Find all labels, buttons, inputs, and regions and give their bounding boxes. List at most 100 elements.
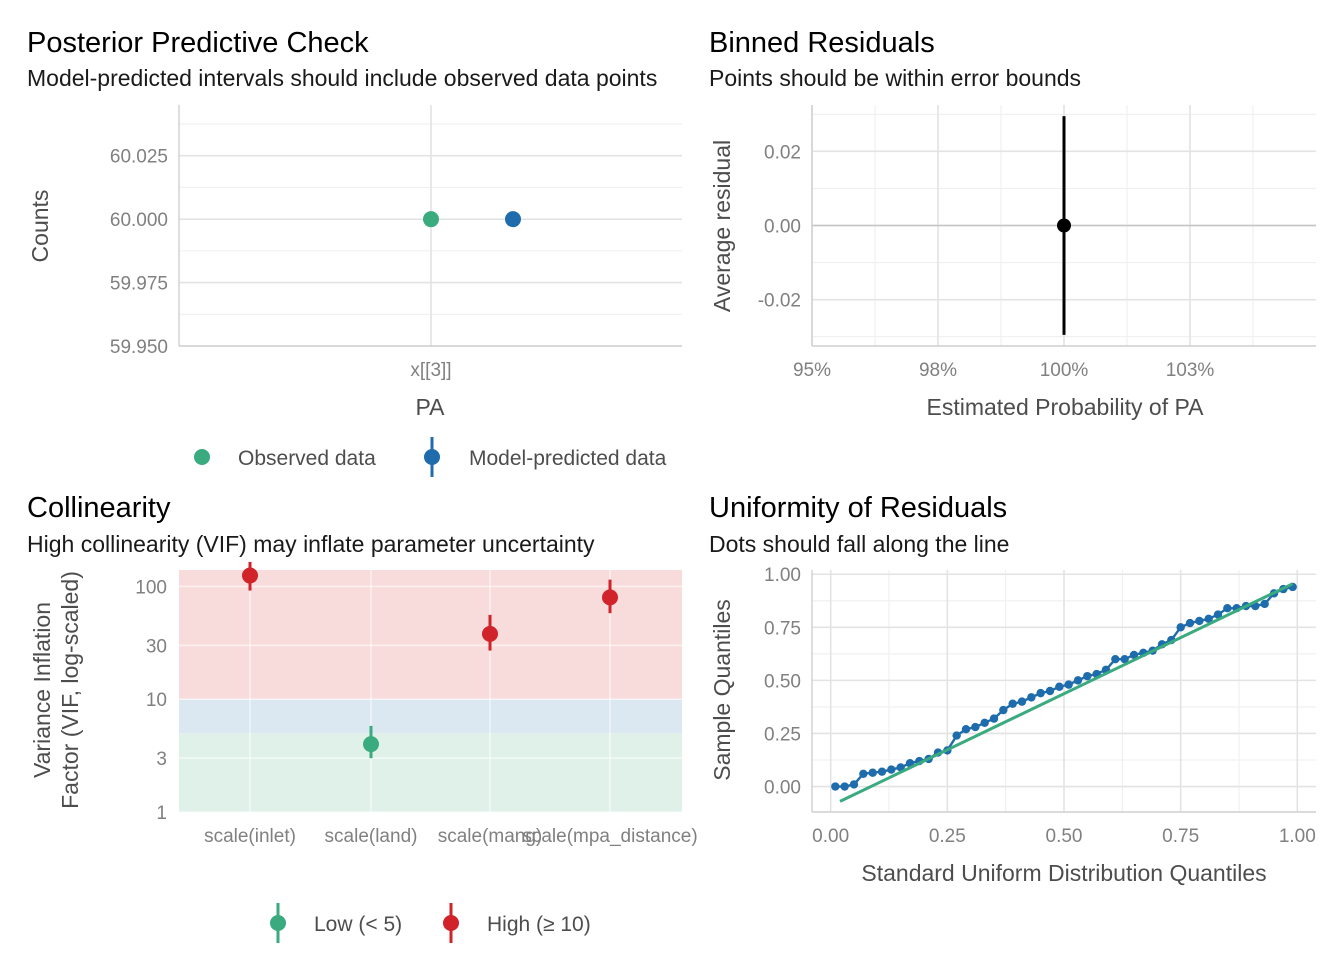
uniformity-tick-labels: 0.00 0.25 0.50 0.75 1.00 0.00 0.25 0.50 0.75 1.00 bbox=[764, 565, 1316, 847]
collinearity-y-tick-label: 30 bbox=[146, 636, 167, 657]
sample-quantile-point bbox=[952, 731, 961, 740]
collinearity-x-tick-label: scale(land) bbox=[325, 826, 418, 847]
sample-quantile-point bbox=[1027, 693, 1036, 702]
uniformity-y-tick-label: 0.50 bbox=[764, 671, 801, 692]
uniform-reference-line bbox=[839, 582, 1294, 803]
sample-quantile-point bbox=[1036, 688, 1045, 698]
binned-y-tick-label: 0.00 bbox=[764, 217, 801, 238]
collinearity-x-tick-label: scale(mpa_distance) bbox=[522, 826, 697, 847]
collinearity-y-tick-label: 3 bbox=[156, 749, 167, 770]
sample-quantile-point bbox=[999, 705, 1008, 715]
binned-x-axis-title: Estimated Probability of PA bbox=[927, 394, 1205, 420]
legend-high-swatch bbox=[443, 915, 459, 931]
uniformity-y-tick-label: 1.00 bbox=[764, 565, 801, 586]
ppc-legend: Observed data Model-predicted data bbox=[194, 437, 667, 477]
ppc-y-tick-label: 59.950 bbox=[110, 337, 168, 358]
binned-residual-point bbox=[1057, 218, 1071, 233]
uniformity-x-tick-label: 0.75 bbox=[1162, 826, 1199, 847]
sample-quantile-point bbox=[1213, 610, 1223, 619]
uniformity-marks bbox=[831, 582, 1297, 803]
model-predicted-data-point bbox=[505, 211, 521, 228]
sample-quantile-point bbox=[1176, 623, 1185, 632]
sample-quantile-point bbox=[877, 767, 887, 776]
collinearity-title: Collinearity bbox=[27, 492, 171, 524]
sample-quantile-point bbox=[896, 763, 905, 772]
sample-quantile-point bbox=[1260, 599, 1269, 609]
ppc-y-tick-label: 60.000 bbox=[110, 210, 168, 231]
sample-quantile-point bbox=[849, 780, 859, 789]
collinearity-tick-labels: 1 3 10 30 100 scale(inlet) scale(land) scale(ma… bbox=[135, 577, 697, 847]
sample-quantile-point bbox=[831, 782, 840, 791]
sample-quantile-point bbox=[1185, 618, 1195, 628]
sample-quantile-point bbox=[1111, 654, 1120, 664]
vif-point bbox=[363, 736, 379, 753]
ppc-subtitle: Model-predicted intervals should include… bbox=[27, 65, 657, 91]
uniformity-y-tick-label: 0.00 bbox=[764, 778, 801, 799]
sample-quantile-point bbox=[1223, 604, 1232, 613]
sample-quantile-point bbox=[1073, 676, 1083, 685]
binned-y-axis-title: Average residual bbox=[709, 140, 735, 312]
collinearity-y-tick-label: 10 bbox=[146, 690, 167, 711]
uniformity-title: Uniformity of Residuals bbox=[709, 492, 1007, 524]
ppc-x-axis-title: PA bbox=[416, 394, 446, 420]
posterior-predictive-check-panel: Posterior Predictive Check Model-predict… bbox=[27, 27, 682, 477]
sample-quantile-point bbox=[971, 722, 980, 732]
sample-quantile-point bbox=[868, 768, 877, 777]
sample-quantile-point bbox=[980, 718, 989, 728]
sample-quantile-point bbox=[887, 765, 896, 774]
sample-quantile-point bbox=[1017, 697, 1027, 706]
uniformity-y-tick-label: 0.25 bbox=[764, 724, 801, 745]
collinearity-subtitle: High collinearity (VIF) may inflate para… bbox=[27, 531, 595, 557]
collinearity-panel: Collinearity High collinearity (VIF) may… bbox=[27, 492, 698, 943]
ppc-x-tick-label: x[[3]] bbox=[410, 360, 451, 381]
ppc-y-tick-label: 59.975 bbox=[110, 274, 168, 295]
collinearity-legend: Low (< 5) High (≥ 10) bbox=[270, 903, 591, 943]
sample-quantile-point bbox=[1129, 650, 1139, 660]
legend-low-label: Low (< 5) bbox=[314, 913, 402, 936]
collinearity-marks bbox=[242, 561, 618, 759]
binned-title: Binned Residuals bbox=[709, 27, 935, 59]
collinearity-y-tick-label: 100 bbox=[135, 577, 167, 598]
legend-predicted-label: Model-predicted data bbox=[469, 447, 667, 470]
uniformity-y-axis-title: Sample Quantiles bbox=[709, 599, 735, 781]
uniformity-x-tick-label: 0.50 bbox=[1046, 826, 1083, 847]
collinearity-x-tick-label: scale(inlet) bbox=[204, 826, 296, 847]
ppc-y-tick-label: 60.025 bbox=[110, 147, 168, 168]
uniformity-x-axis-title: Standard Uniform Distribution Quantiles bbox=[861, 860, 1266, 886]
binned-marks bbox=[1057, 116, 1071, 335]
vif-point bbox=[482, 625, 498, 642]
uniformity-x-tick-label: 1.00 bbox=[1279, 826, 1316, 847]
collinearity-zones bbox=[179, 570, 682, 812]
binned-x-tick-label: 98% bbox=[919, 360, 957, 381]
vif-zone bbox=[179, 570, 682, 700]
binned-residuals-panel: Binned Residuals Points should be within… bbox=[709, 27, 1316, 420]
collinearity-y-axis-title-line2: Factor (VIF, log-scaled) bbox=[57, 571, 83, 809]
observed-data-point bbox=[423, 211, 439, 228]
sample-quantile-point bbox=[1064, 680, 1073, 689]
sample-quantile-point bbox=[1120, 654, 1129, 664]
legend-low-swatch bbox=[270, 915, 286, 931]
uniformity-x-tick-label: 0.25 bbox=[929, 826, 966, 847]
vif-point bbox=[602, 589, 618, 606]
binned-x-tick-label: 100% bbox=[1040, 360, 1089, 381]
binned-x-tick-label: 103% bbox=[1166, 360, 1215, 381]
vif-zone bbox=[179, 733, 682, 812]
legend-predicted-swatch bbox=[424, 449, 440, 465]
sample-quantile-point bbox=[1083, 671, 1092, 681]
binned-subtitle: Points should be within error bounds bbox=[709, 65, 1081, 91]
legend-high-label: High (≥ 10) bbox=[487, 913, 591, 936]
ppc-marks bbox=[423, 211, 521, 228]
collinearity-y-axis-title-line1: Variance Inflation bbox=[29, 602, 55, 778]
collinearity-y-tick-label: 1 bbox=[156, 803, 167, 824]
sample-quantile-point bbox=[1195, 616, 1204, 626]
legend-observed-label: Observed data bbox=[238, 447, 376, 470]
sample-quantile-point bbox=[1045, 686, 1055, 696]
sample-quantile-point bbox=[859, 769, 868, 778]
vif-point bbox=[242, 567, 258, 584]
sample-quantile-point bbox=[1204, 614, 1213, 624]
ppc-tick-labels: 59.950 59.975 60.000 60.025 x[[3]] bbox=[110, 147, 452, 381]
sample-quantile-point bbox=[1055, 682, 1064, 691]
sample-quantile-point bbox=[961, 725, 971, 734]
ppc-title: Posterior Predictive Check bbox=[27, 27, 369, 59]
